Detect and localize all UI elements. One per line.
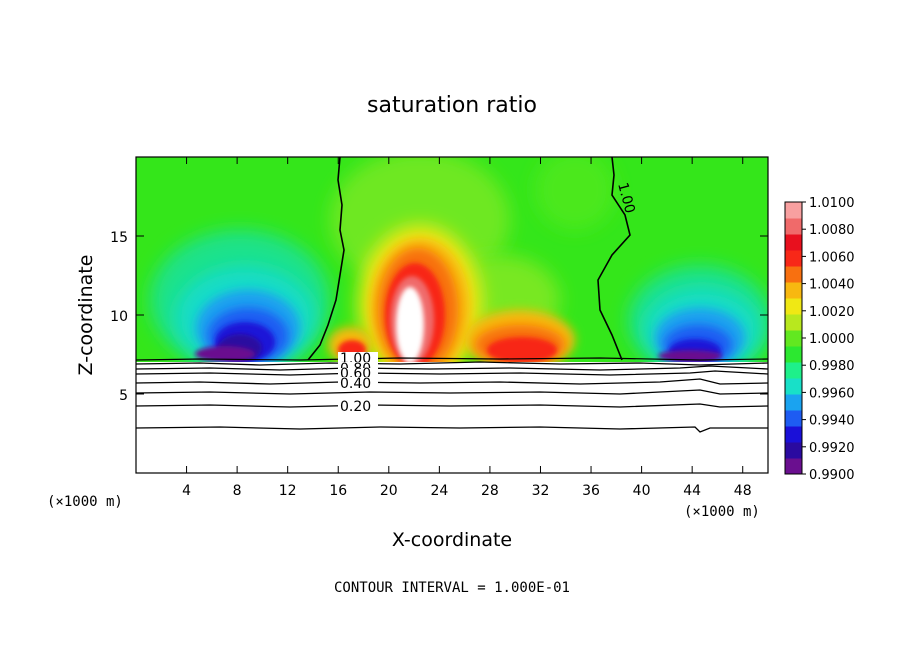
x-tick-label: 36 <box>582 483 600 499</box>
contour-line-1.00 <box>136 361 768 366</box>
contour-line-0.20 <box>136 403 768 408</box>
colorbar-label: 1.0100 <box>809 196 855 211</box>
colorbar-swatch <box>785 218 802 235</box>
colorbar-swatch <box>785 362 802 379</box>
colorbar-label: 1.0060 <box>809 250 855 265</box>
contour-line-0.40 <box>136 378 768 385</box>
colorbar-swatch <box>785 394 802 411</box>
x-tick-label: 40 <box>633 483 651 499</box>
contour-labels: 1.00 0.80 0.60 0.40 0.20 1.00 <box>338 181 638 415</box>
x-tick-label: 8 <box>233 483 242 499</box>
colorbar-swatch <box>785 442 802 459</box>
y-tick-label: 5 <box>119 388 128 404</box>
x-tick-label: 12 <box>279 483 297 499</box>
x-axis: 4 8 12 16 20 24 28 32 36 40 44 48 <box>182 157 752 499</box>
colorbar: 1.0100 1.0080 1.0060 1.0040 1.0020 1.0000 0.99… <box>784 196 855 483</box>
y-tick-label: 10 <box>110 309 128 325</box>
x-tick-label: 16 <box>329 483 347 499</box>
x-axis-unit-right: (×1000 m) <box>684 504 760 520</box>
colorbar-label: 1.0040 <box>809 278 855 293</box>
x-tick-label: 28 <box>481 483 499 499</box>
contour-line-left-1.00 <box>307 157 345 361</box>
contour-label: 1.00 <box>614 181 638 215</box>
contour-label: 0.20 <box>340 399 371 415</box>
x-tick-label: 20 <box>380 483 398 499</box>
x-tick-label: 48 <box>734 483 752 499</box>
x-axis-unit-left: (×1000 m) <box>47 494 123 510</box>
colorbar-label: 1.0000 <box>809 332 855 347</box>
colorbar-swatch <box>785 298 802 315</box>
colorbar-swatch <box>785 346 802 363</box>
x-tick-label: 4 <box>182 483 191 499</box>
colorbar-swatch <box>785 234 802 251</box>
colorbar-swatch <box>785 250 802 267</box>
colorbar-label: 0.9980 <box>809 359 855 374</box>
colorbar-swatch <box>785 282 802 299</box>
cloud-base-edge <box>136 357 768 361</box>
contour-line-0.30 <box>136 389 768 395</box>
y-axis-title: Z-coordinate <box>75 255 97 376</box>
colorbar-label: 0.9960 <box>809 386 855 401</box>
x-tick-label: 32 <box>532 483 550 499</box>
x-tick-label: 24 <box>430 483 448 499</box>
colorbar-label: 0.9920 <box>809 441 855 456</box>
colorbar-swatch <box>785 410 802 427</box>
contour-line-right-1.00 <box>597 157 631 361</box>
colorbar-swatch <box>785 426 802 443</box>
contour-interval-footer: CONTOUR INTERVAL = 1.000E-01 <box>334 580 570 596</box>
x-axis-title: X-coordinate <box>392 529 512 551</box>
chart-title: saturation ratio <box>367 93 537 118</box>
y-tick-label: 15 <box>110 230 128 246</box>
contour-line-0.60 <box>136 370 768 376</box>
contour-line-0.80 <box>136 365 768 371</box>
colorbar-label: 1.0020 <box>809 305 855 320</box>
plot-area <box>136 157 768 473</box>
x-tick-label: 44 <box>683 483 701 499</box>
y-axis: 5 10 15 <box>110 230 768 404</box>
contour-line-0.10 <box>136 426 768 433</box>
contour-label: 0.40 <box>340 376 371 392</box>
colorbar-swatch <box>785 202 802 219</box>
colorbar-swatch <box>785 314 802 331</box>
colorbar-label: 0.9900 <box>809 468 855 483</box>
saturation-field <box>136 157 768 362</box>
colorbar-label: 0.9940 <box>809 414 855 429</box>
colorbar-swatch <box>785 378 802 395</box>
colorbar-swatch <box>785 458 802 475</box>
colorbar-swatch <box>785 266 802 283</box>
colorbar-label: 1.0080 <box>809 223 855 238</box>
colorbar-swatch <box>785 330 802 347</box>
